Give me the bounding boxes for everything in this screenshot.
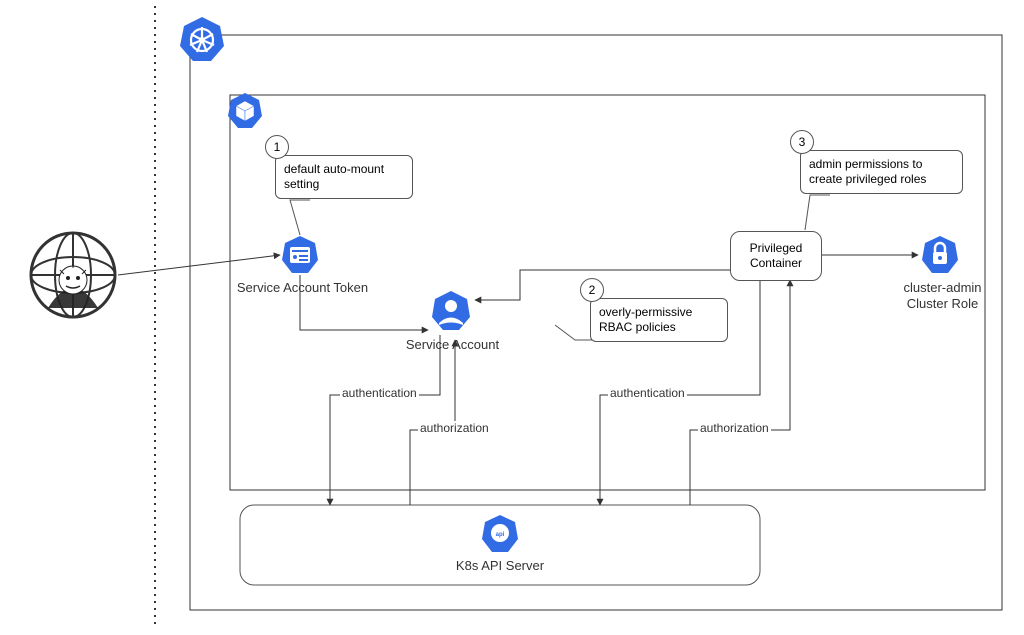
step-1-badge: 1	[265, 135, 289, 159]
service-account-icon	[430, 290, 472, 332]
callout-3-text: admin permissions to create privileged r…	[809, 157, 926, 186]
edge-authentication-1: authentication	[340, 386, 419, 400]
callout-2-text: overly-permissive RBAC policies	[599, 305, 692, 334]
callout-2: overly-permissive RBAC policies	[590, 298, 728, 342]
step-2-badge: 2	[580, 278, 604, 302]
edge-authorization-2: authorization	[698, 421, 771, 435]
edge-authentication-2: authentication	[608, 386, 687, 400]
callout-1-text: default auto-mount setting	[284, 162, 384, 191]
svg-text:api: api	[496, 532, 505, 538]
callout-3: admin permissions to create privileged r…	[800, 150, 963, 194]
callout-1: default auto-mount setting	[275, 155, 413, 199]
service-account-token-icon	[280, 235, 320, 275]
cluster-admin-role-icon	[920, 235, 960, 275]
kubernetes-icon	[178, 15, 226, 63]
attacker-icon	[28, 228, 118, 323]
privileged-container-label: Privileged Container	[750, 241, 803, 271]
cube-icon	[226, 92, 264, 130]
privileged-container-node: Privileged Container	[730, 231, 822, 281]
k8s-api-server-icon: api	[480, 514, 520, 554]
step-3-badge: 3	[790, 130, 814, 154]
edge-authorization-1: authorization	[418, 421, 491, 435]
